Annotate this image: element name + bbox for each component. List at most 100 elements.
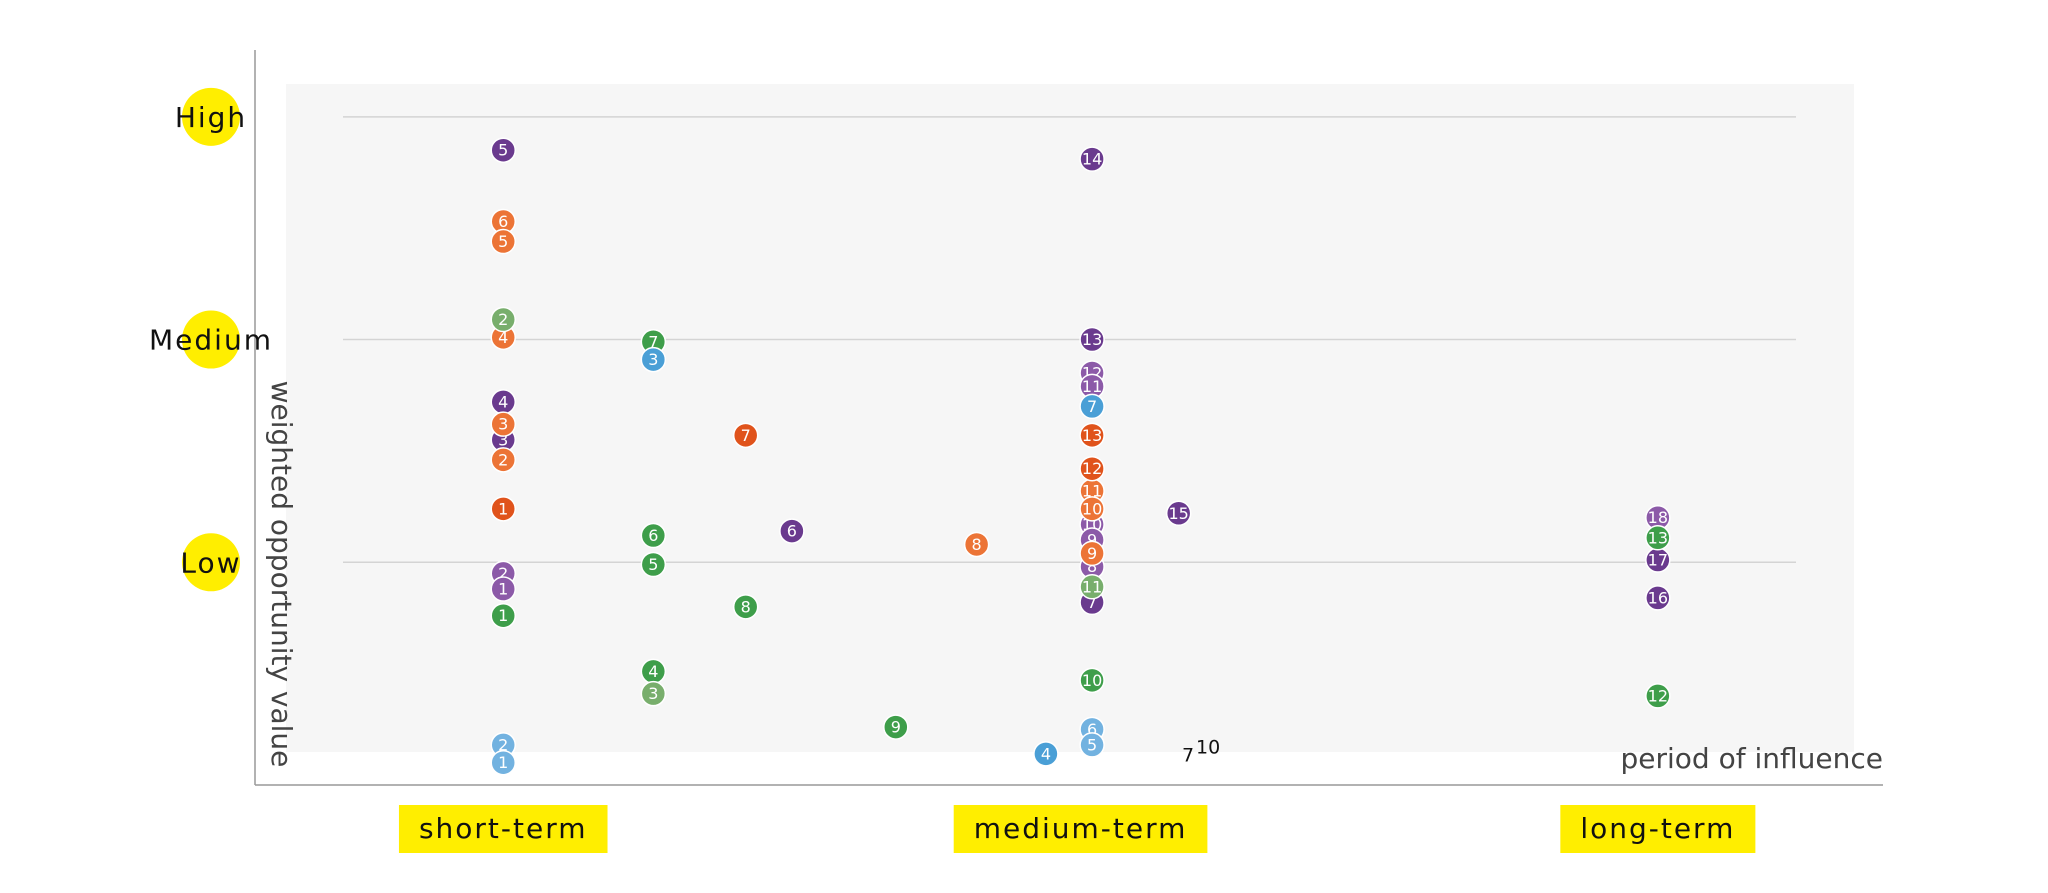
x-tick-marker bbox=[398, 805, 608, 853]
point bbox=[963, 531, 990, 558]
annotation: 10 bbox=[1196, 737, 1220, 759]
point bbox=[640, 551, 667, 578]
point-label: 1 bbox=[498, 753, 508, 772]
annotation: 7 bbox=[1182, 745, 1194, 767]
point-label: 5 bbox=[1087, 735, 1097, 754]
point-label: 6 bbox=[1087, 720, 1097, 739]
point bbox=[1079, 393, 1105, 420]
point-label: 1 bbox=[498, 580, 508, 599]
point-label: 3 bbox=[648, 684, 658, 703]
point-label: 6 bbox=[787, 522, 797, 541]
point bbox=[490, 137, 516, 163]
point bbox=[640, 680, 667, 707]
point-label: 5 bbox=[498, 232, 508, 251]
point-label: 4 bbox=[498, 392, 508, 411]
point-label: 3 bbox=[498, 415, 508, 434]
point bbox=[1645, 525, 1671, 551]
point-label: 9 bbox=[1087, 531, 1097, 550]
point-label: 3 bbox=[498, 430, 508, 449]
point bbox=[1079, 326, 1105, 353]
point-label: 6 bbox=[648, 526, 658, 545]
point-label: 8 bbox=[1087, 557, 1097, 576]
point bbox=[490, 447, 516, 473]
point-label: 9 bbox=[891, 718, 901, 737]
x-axis-title: period of influence bbox=[1621, 742, 1884, 775]
point-label: 13 bbox=[1648, 528, 1668, 547]
point bbox=[1645, 585, 1671, 611]
point-label: 16 bbox=[1648, 588, 1668, 607]
point bbox=[1165, 500, 1192, 527]
point bbox=[1079, 146, 1105, 172]
point-label: 18 bbox=[1648, 508, 1668, 527]
point-label: 6 bbox=[498, 212, 508, 231]
point bbox=[490, 749, 516, 776]
point bbox=[490, 411, 516, 437]
x-tick-label: short-term bbox=[419, 812, 588, 845]
point bbox=[490, 602, 516, 629]
point-label: 13 bbox=[1082, 330, 1102, 349]
plot-background bbox=[286, 84, 1854, 752]
point bbox=[490, 228, 516, 255]
point-label: 8 bbox=[741, 597, 751, 616]
y-tick-label: Medium bbox=[149, 324, 273, 357]
point-label: 11 bbox=[1082, 377, 1102, 396]
point bbox=[1645, 683, 1671, 709]
point-label: 7 bbox=[1087, 397, 1097, 416]
x-tick: short-term bbox=[398, 805, 608, 853]
x-tick: medium-term bbox=[953, 805, 1208, 853]
point-label: 13 bbox=[1082, 426, 1102, 445]
point-label: 1 bbox=[498, 499, 508, 518]
point bbox=[490, 496, 516, 522]
point bbox=[1079, 540, 1105, 567]
point-label: 9 bbox=[1087, 544, 1097, 563]
point-label: 10 bbox=[1082, 671, 1102, 690]
point bbox=[490, 306, 516, 333]
point-label: 8 bbox=[972, 535, 982, 554]
point-label: 7 bbox=[648, 332, 658, 351]
point bbox=[1079, 667, 1105, 694]
point-label: 5 bbox=[498, 141, 508, 160]
point-label: 11 bbox=[1082, 577, 1102, 596]
x-tick-marker bbox=[953, 805, 1208, 853]
point-label: 4 bbox=[1041, 744, 1051, 763]
point bbox=[1033, 741, 1059, 767]
x-tick-label: medium-term bbox=[974, 812, 1188, 845]
point bbox=[1079, 574, 1105, 600]
point-label: 3 bbox=[648, 350, 658, 369]
point bbox=[1079, 732, 1105, 758]
point-label: 4 bbox=[498, 328, 508, 347]
point-label: 7 bbox=[741, 426, 751, 445]
y-tick-label: High bbox=[175, 101, 247, 134]
y-tick-label: Low bbox=[180, 546, 241, 579]
point-label: 17 bbox=[1648, 551, 1668, 570]
point bbox=[1079, 422, 1105, 449]
point bbox=[1079, 455, 1105, 482]
point bbox=[732, 594, 759, 620]
x-tick-marker bbox=[1560, 805, 1756, 853]
y-axis-title: weighted opportunity value bbox=[265, 381, 298, 768]
point-label: 4 bbox=[648, 662, 658, 681]
point-label: 12 bbox=[1082, 459, 1102, 478]
x-tick: long-term bbox=[1560, 805, 1756, 853]
point-label: 15 bbox=[1169, 504, 1189, 523]
x-tick-label: long-term bbox=[1580, 812, 1735, 845]
point-label: 14 bbox=[1082, 150, 1102, 169]
point bbox=[883, 714, 909, 740]
point-label: 12 bbox=[1648, 686, 1668, 705]
point bbox=[1079, 496, 1105, 522]
point bbox=[732, 422, 759, 449]
point-label: 5 bbox=[648, 555, 658, 574]
point bbox=[640, 522, 667, 549]
point-label: 2 bbox=[498, 735, 508, 754]
point bbox=[490, 576, 516, 602]
point-label: 10 bbox=[1082, 499, 1102, 518]
y-tick-marker bbox=[182, 87, 240, 146]
point-label: 7 bbox=[1087, 593, 1097, 612]
y-tick-marker bbox=[182, 310, 240, 369]
point-label: 1 bbox=[498, 606, 508, 625]
point bbox=[640, 346, 667, 373]
point-label: 11 bbox=[1082, 482, 1102, 501]
point-label: 2 bbox=[498, 564, 508, 583]
